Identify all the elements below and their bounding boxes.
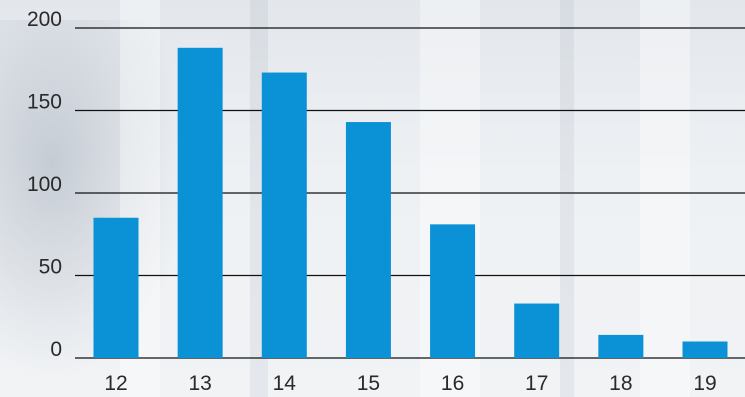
x-tick-label: 15: [357, 372, 380, 395]
bar-17: [514, 303, 560, 358]
y-tick-label: 0: [50, 338, 62, 361]
bars: [93, 47, 728, 359]
x-tick-label: 16: [441, 372, 464, 395]
y-tick-label: 100: [27, 173, 62, 196]
x-tick-label: 18: [609, 372, 632, 395]
y-tick-label: 50: [39, 256, 62, 279]
x-tick-label: 12: [104, 372, 127, 395]
bar-12: [93, 217, 139, 358]
y-tick-label: 150: [27, 91, 62, 114]
bar-16: [430, 224, 476, 358]
x-tick-label: 17: [525, 372, 548, 395]
y-tick-label: 200: [27, 8, 62, 31]
bar-14: [261, 72, 307, 359]
bar-18: [598, 334, 644, 358]
bar-13: [177, 47, 223, 359]
x-tick-label: 13: [188, 372, 211, 395]
gridlines: [75, 27, 745, 359]
x-tick-label: 19: [693, 372, 716, 395]
x-axis-tick-labels: 12 13 14 15 16 17 18 19: [104, 372, 716, 395]
bar-15: [345, 122, 391, 358]
y-axis-tick-labels: 0 50 100 150 200: [27, 8, 62, 361]
bar-19: [682, 341, 728, 358]
x-tick-label: 14: [273, 372, 297, 395]
